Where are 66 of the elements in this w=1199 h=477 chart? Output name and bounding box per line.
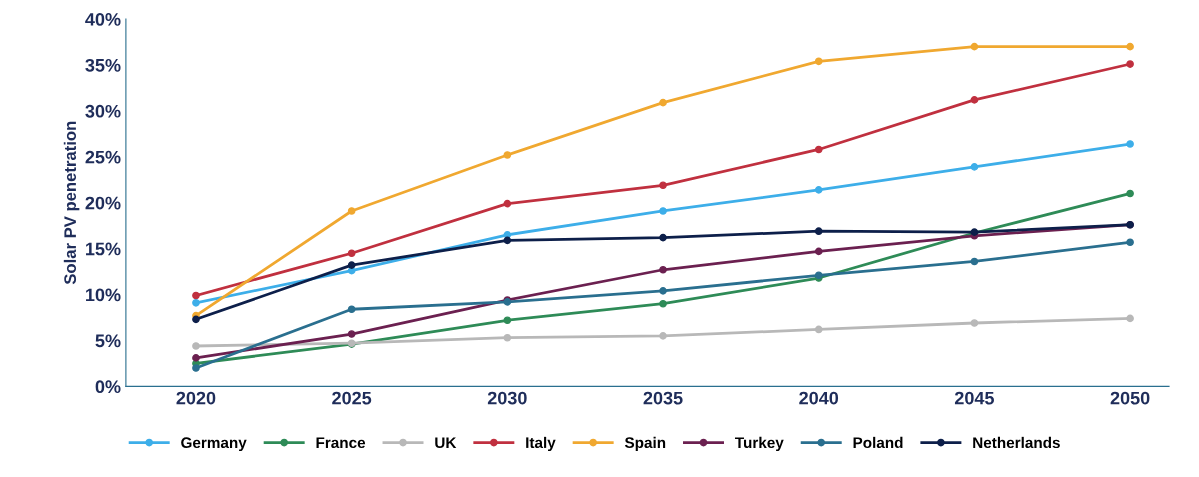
x-tick-label: 2020 — [176, 391, 216, 405]
point — [192, 354, 200, 362]
x-tick-label: 2035 — [643, 391, 683, 405]
point — [503, 316, 512, 325]
y-tick-label: 10% — [86, 288, 121, 302]
point — [503, 199, 512, 208]
point — [192, 291, 200, 300]
point — [1126, 42, 1134, 51]
point — [192, 342, 200, 350]
point — [347, 207, 356, 215]
y-tick-label: 5% — [95, 334, 121, 348]
y-axis-title: Solar PV penetration — [63, 121, 80, 285]
point — [192, 315, 200, 324]
point — [970, 319, 979, 327]
point — [503, 151, 512, 159]
point — [347, 305, 356, 314]
point — [192, 364, 200, 372]
point — [659, 287, 667, 295]
y-tick-label: 20% — [85, 196, 121, 210]
legend-label: UK — [435, 437, 457, 449]
point — [659, 265, 667, 274]
x-tick-label: 2025 — [332, 391, 372, 405]
point — [659, 332, 667, 340]
point — [659, 98, 667, 107]
legend-label: Italy — [526, 436, 556, 452]
legend-label: Poland — [853, 436, 903, 449]
point — [970, 257, 979, 266]
x-tick-label: 2040 — [799, 391, 839, 405]
point — [1126, 238, 1134, 247]
point — [970, 163, 979, 171]
point — [347, 249, 356, 258]
point — [814, 57, 823, 66]
point — [970, 96, 979, 104]
point — [1126, 60, 1134, 68]
point — [814, 186, 823, 194]
point — [347, 330, 356, 338]
point — [659, 181, 667, 190]
legend-label: Spain — [624, 436, 666, 452]
point — [970, 42, 979, 51]
point — [1126, 140, 1134, 148]
y-tick-label: 40% — [85, 13, 121, 26]
point — [814, 325, 823, 334]
y-tick-label: 0% — [95, 380, 121, 394]
legend-label: Germany — [181, 437, 247, 452]
x-tick-label: 2030 — [487, 391, 527, 405]
point — [659, 233, 667, 242]
point — [503, 333, 512, 342]
legend-label: Netherlands — [973, 436, 1060, 449]
x-tick-label: 2050 — [1110, 391, 1150, 405]
point — [192, 298, 200, 307]
point — [814, 247, 823, 256]
point — [347, 261, 356, 269]
legend-label: France — [316, 437, 366, 449]
y-tick-label: 35% — [85, 58, 121, 72]
point — [503, 236, 512, 245]
point — [1126, 314, 1134, 323]
point — [814, 227, 823, 236]
point — [659, 299, 667, 308]
y-tick-label: 25% — [85, 150, 121, 164]
point — [1126, 189, 1134, 198]
point — [659, 207, 667, 215]
legend-label: Turkey — [735, 436, 784, 452]
y-tick-label: 30% — [85, 104, 121, 118]
y-tick-label: 15% — [86, 242, 121, 256]
x-tick-label: 2045 — [954, 391, 994, 405]
point — [814, 145, 823, 154]
